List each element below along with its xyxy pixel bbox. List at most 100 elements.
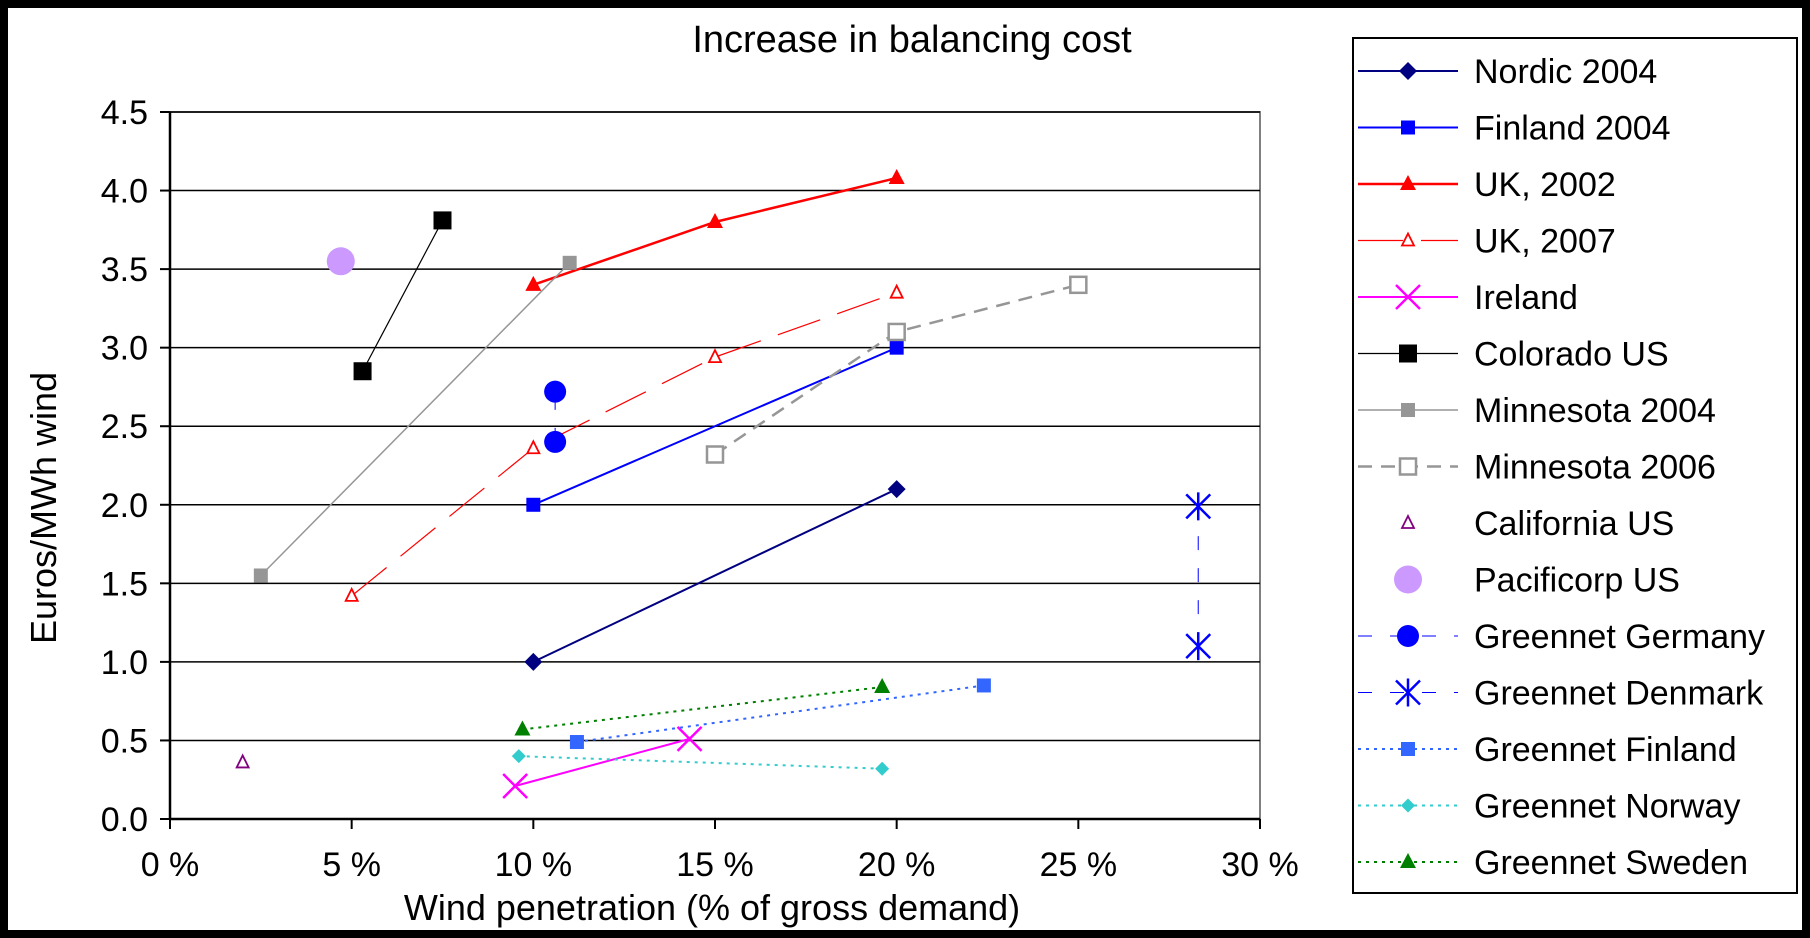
marker-square-open: [1398, 457, 1418, 476]
legend-label: Minnesota 2004: [1474, 392, 1716, 430]
y-tick-label: 1.0: [101, 644, 148, 682]
legend-label: Greennet Denmark: [1474, 675, 1764, 713]
legend: Nordic 2004 Finland 2004 UK, 2002 UK, 2007 I…: [1352, 37, 1798, 894]
series-minnesota-2006: [705, 275, 1088, 464]
legend-item: Pacificorp US: [1394, 562, 1680, 600]
marker-circle: [544, 430, 567, 453]
y-tick-label: 0.5: [101, 722, 148, 760]
marker-diamond-small: [875, 761, 890, 776]
x-tick-label: 0 %: [141, 846, 200, 884]
series-colorado-us: [353, 211, 452, 381]
series-greennet-finland: [569, 678, 991, 750]
x-tick-label: 30 %: [1221, 846, 1299, 884]
legend-item: Greennet Sweden: [1358, 844, 1748, 882]
marker-square-large: [433, 211, 452, 230]
legend-label: California US: [1474, 505, 1674, 543]
legend-item: Greennet Finland: [1358, 731, 1737, 769]
legend-item: Greennet Norway: [1358, 788, 1740, 826]
marker-x: [502, 773, 529, 799]
marker-triangle-small-open: [344, 586, 360, 602]
y-tick-label: 0.0: [101, 801, 148, 839]
y-tick-label: 4.0: [101, 173, 148, 211]
series-pacificorp-us: [326, 247, 355, 276]
legend-label: Ireland: [1474, 279, 1578, 317]
series-line: [362, 220, 444, 372]
series-california-us: [235, 753, 251, 769]
marker-square-open: [1069, 275, 1088, 295]
legend-item: Minnesota 2004: [1358, 392, 1716, 430]
x-tick-label: 10 %: [495, 846, 573, 884]
chart-svg: Increase in balancing cost Wind penetrat…: [23, 19, 1798, 928]
legend-item: California US: [1400, 505, 1674, 543]
x-axis-label: Wind penetration (% of gross demand): [404, 887, 1020, 928]
x-stroke: [676, 725, 703, 752]
marker-triangle: [888, 168, 905, 184]
legend-item: Colorado US: [1358, 336, 1669, 374]
marker-square: [1401, 120, 1415, 135]
marker-diamond: [887, 480, 906, 499]
series-line: [532, 488, 898, 663]
marker-square-open: [705, 445, 725, 464]
legend-label: Greennet Germany: [1474, 618, 1765, 656]
y-tick-label: 2.0: [101, 487, 148, 525]
marker-triangle-small-open: [235, 753, 251, 769]
marker-triangle-small-open: [889, 283, 905, 299]
x-tick-label: 5 %: [322, 846, 381, 884]
legend-label: Pacificorp US: [1474, 562, 1680, 600]
marker-triangle: [707, 212, 723, 228]
marker-triangle-small-open: [1400, 513, 1416, 529]
legend-label: UK, 2002: [1474, 166, 1616, 204]
marker-square: [889, 340, 904, 355]
series-ireland: [502, 725, 703, 799]
chart-title: Increase in balancing cost: [692, 19, 1132, 61]
x-tick-label: 20 %: [858, 846, 936, 884]
legend-item: UK, 2002: [1358, 166, 1616, 204]
chart-canvas: Increase in balancing cost Wind penetrat…: [8, 8, 1802, 930]
legend-item: Ireland: [1358, 279, 1578, 317]
marker-asterisk: [1395, 678, 1421, 707]
x-stroke: [502, 773, 529, 799]
marker-square: [1401, 742, 1415, 756]
series-greennet-sweden: [514, 678, 891, 736]
gridlines: [170, 111, 1260, 742]
series-greennet-germany: [544, 380, 567, 453]
marker-triangle-small-open: [707, 348, 723, 363]
marker-triangle-small-open: [525, 439, 541, 455]
y-axis-label: Euros/MWh wind: [23, 372, 64, 644]
x-tick-label: 25 %: [1040, 846, 1118, 884]
marker-diamond: [524, 652, 543, 671]
y-tick-label: 3.0: [101, 330, 148, 368]
marker-triangle: [874, 678, 891, 694]
plot-area: [169, 111, 1261, 820]
marker-asterisk: [1185, 632, 1212, 661]
marker-square-large: [353, 362, 372, 381]
marker-square: [562, 255, 577, 270]
series-uk-2002: [525, 168, 905, 291]
legend-label: Nordic 2004: [1474, 53, 1657, 91]
legend-item: UK, 2007: [1358, 223, 1616, 261]
legend-label: Finland 2004: [1474, 110, 1671, 148]
marker-square-large: [1399, 344, 1417, 363]
marker-square: [526, 497, 541, 512]
legend-label: Colorado US: [1474, 336, 1669, 374]
legend-item: Greennet Germany: [1358, 618, 1765, 656]
marker-triangle: [1400, 853, 1416, 868]
x-stroke: [1395, 284, 1421, 310]
marker-circle-large: [1394, 565, 1422, 594]
y-tick-label: 1.5: [101, 565, 148, 603]
marker-square: [976, 678, 991, 693]
series-minnesota-2004: [253, 255, 577, 583]
marker-square: [253, 568, 268, 583]
series-nordic-2004: [524, 480, 906, 671]
legend-item: Greennet Denmark: [1358, 675, 1764, 713]
legend-label: Greennet Norway: [1474, 788, 1740, 826]
legend-label: Greennet Finland: [1474, 731, 1737, 769]
marker-triangle: [1400, 175, 1416, 190]
series-greennet-norway: [511, 749, 890, 776]
y-tick-label: 2.5: [101, 408, 148, 446]
marker-triangle: [514, 720, 531, 736]
legend-item: Finland 2004: [1358, 110, 1671, 148]
legend-item: Minnesota 2006: [1358, 449, 1716, 487]
y-tick-label: 3.5: [101, 251, 148, 289]
marker-asterisk: [1185, 492, 1212, 521]
